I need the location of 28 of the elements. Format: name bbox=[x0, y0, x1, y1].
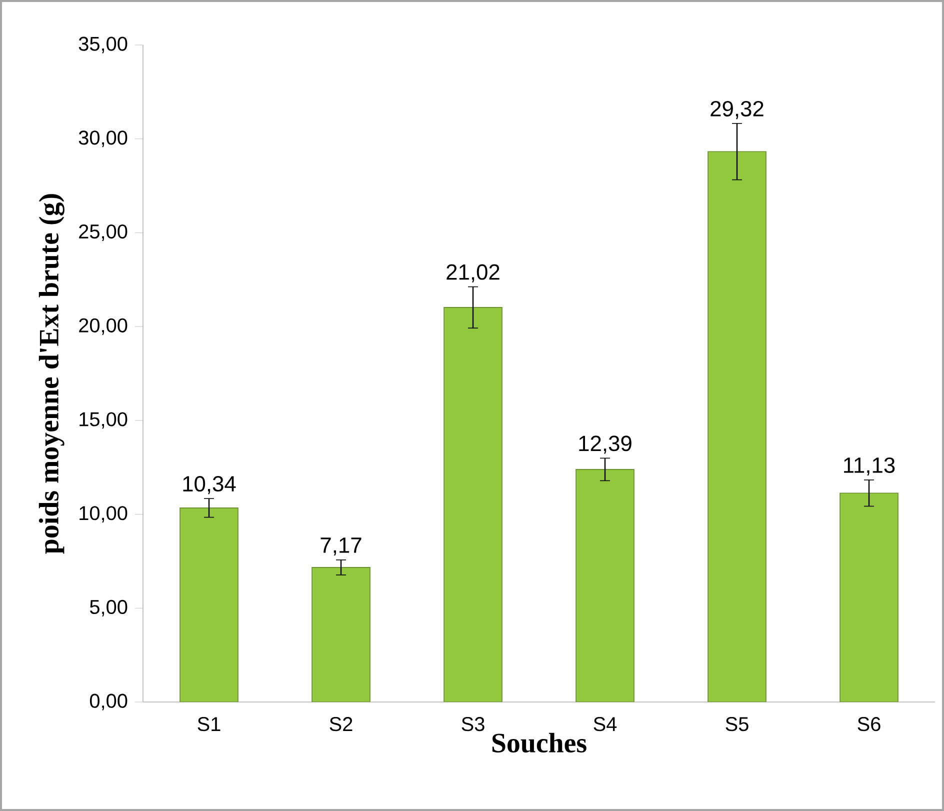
bar bbox=[444, 307, 502, 702]
bar bbox=[180, 508, 238, 702]
y-tick-label: 20,00 bbox=[79, 318, 128, 335]
data-label: 7,17 bbox=[320, 538, 362, 556]
bar bbox=[576, 469, 634, 702]
data-label: 21,02 bbox=[446, 264, 500, 282]
y-tick-label: 5,00 bbox=[90, 600, 128, 616]
y-tick-label: 15,00 bbox=[80, 412, 128, 429]
y-tick-label: 35,00 bbox=[78, 36, 128, 54]
x-tick-label: S6 bbox=[858, 717, 880, 732]
x-axis-title: Souches bbox=[492, 732, 586, 753]
y-tick-label: 10,00 bbox=[80, 506, 128, 523]
x-tick-label: S4 bbox=[594, 717, 617, 732]
data-label: 12,39 bbox=[579, 436, 632, 454]
x-tick-label: S3 bbox=[462, 717, 484, 732]
y-tick-label: 0,00 bbox=[90, 694, 128, 710]
data-label: 10,34 bbox=[183, 476, 236, 494]
data-label: 29,32 bbox=[710, 100, 764, 120]
y-tick-label: 25,00 bbox=[79, 224, 128, 241]
data-label: 11,13 bbox=[844, 457, 895, 476]
bar bbox=[312, 567, 370, 702]
x-tick-label: S5 bbox=[726, 717, 748, 732]
x-tick-label: S2 bbox=[330, 717, 352, 732]
x-tick-label: S1 bbox=[198, 717, 220, 732]
y-tick-label: 30,00 bbox=[78, 130, 128, 148]
bar bbox=[708, 151, 766, 702]
bar bbox=[840, 492, 898, 702]
y-axis-title: poids moyenne d'Ext brute (g) bbox=[38, 194, 64, 554]
